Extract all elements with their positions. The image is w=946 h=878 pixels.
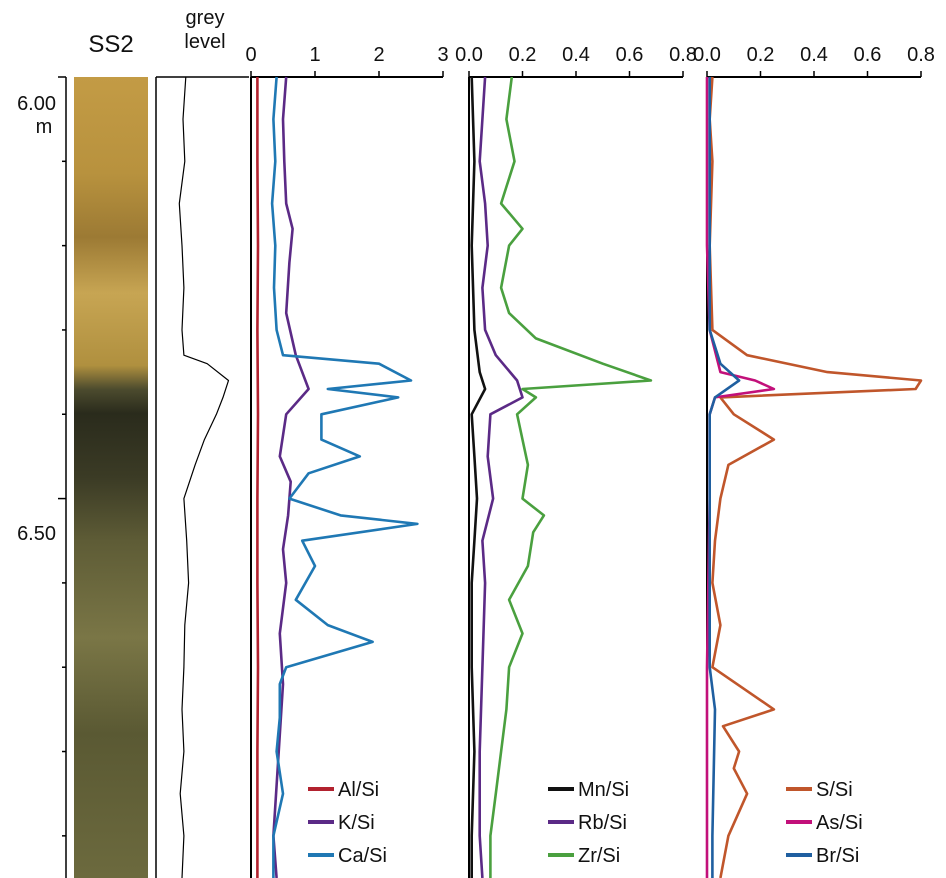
- panel1-series-rb-si: [478, 76, 524, 878]
- grey-level-title-1: grey: [186, 7, 225, 29]
- x-tick-label: 0.4: [562, 44, 590, 66]
- x-tick-label: 0.0: [693, 44, 721, 66]
- panel-s-as-br: 0.0 0.2 0.4 0.6 0.8 S/Si As/Si Br/Si: [693, 44, 935, 878]
- grey-series-grey-level: [178, 76, 230, 878]
- panel2-series-as-si: [705, 77, 776, 878]
- depth-label-600: 6.00: [17, 93, 56, 115]
- x-tick-label: 2: [373, 44, 384, 66]
- panel1-series-zr-si: [489, 76, 653, 878]
- depth-unit: m: [36, 116, 53, 138]
- legend-label: Br/Si: [816, 845, 859, 867]
- grey-level-title-2: level: [184, 31, 225, 53]
- core-photo: [74, 77, 148, 878]
- depth-axis: [58, 76, 67, 878]
- x-tick-label: 0.0: [455, 44, 483, 66]
- panel0-series-ca-si: [270, 76, 419, 878]
- legend-label: K/Si: [338, 812, 375, 834]
- legend-label: Zr/Si: [578, 845, 620, 867]
- x-tick-label: 1: [309, 44, 320, 66]
- core-label: SS2: [88, 31, 133, 58]
- legend-label: Mn/Si: [578, 779, 629, 801]
- x-tick-label: 0.4: [800, 44, 828, 66]
- panel0-series-al-si: [256, 77, 260, 878]
- grey-level-plot: [178, 76, 230, 878]
- legend-label: S/Si: [816, 779, 853, 801]
- panel2-series-s-si: [708, 76, 923, 878]
- x-tick-label: 3: [437, 44, 448, 66]
- panel-al-k-ca: 0 1 2 3 Al/Si K/Si Ca/Si: [245, 44, 449, 878]
- legend-label: Al/Si: [338, 779, 379, 801]
- legend-label: As/Si: [816, 812, 863, 834]
- x-tick-label: 0.6: [616, 44, 644, 66]
- x-tick-label: 0: [245, 44, 256, 66]
- x-tick-label: 0.2: [747, 44, 775, 66]
- legend-label: Rb/Si: [578, 812, 627, 834]
- panel-mn-rb-zr: 0.0 0.2 0.4 0.6 0.8 Mn/Si Rb/Si Zr/Si: [455, 44, 697, 878]
- legend-label: Ca/Si: [338, 845, 387, 867]
- depth-label-650: 6.50: [17, 523, 56, 545]
- x-tick-label: 0.8: [907, 44, 935, 66]
- x-tick-label: 0.2: [509, 44, 537, 66]
- panel1-series-mn-si: [470, 76, 487, 878]
- panel2-series-br-si: [708, 77, 741, 878]
- x-tick-label: 0.6: [854, 44, 882, 66]
- x-tick-label: 0.8: [669, 44, 697, 66]
